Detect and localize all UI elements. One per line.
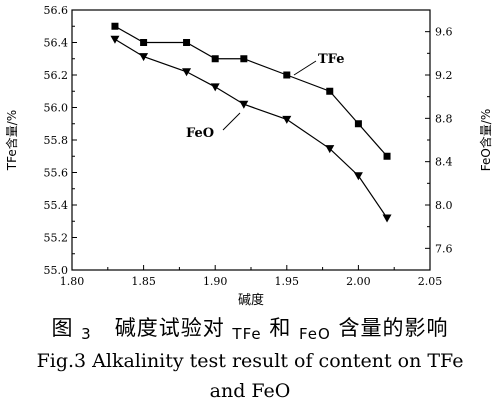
x-tick-label: 1.85 xyxy=(131,275,156,288)
dual-axis-line-chart: 1.80 1.85 1.90 1.95 2.00 2.05 55.0 55.2 55.4 55.6… xyxy=(4,4,493,308)
caption-text-part2: 含量的影响 xyxy=(338,316,449,340)
data-point-feo xyxy=(182,68,192,77)
y-left-tick-label: 56.2 xyxy=(44,69,69,82)
y-right-tick-label: 9.2 xyxy=(435,69,453,82)
figure-caption-chinese: 图 3 碱度试验对 TFe 和 FeO 含量的影响 xyxy=(0,312,500,343)
data-point-tfe xyxy=(240,55,248,63)
data-point-feo xyxy=(325,145,335,154)
y-right-tick-label: 9.6 xyxy=(435,26,453,39)
y-right-tick-label: 7.6 xyxy=(435,242,453,255)
axes-group: 1.80 1.85 1.90 1.95 2.00 2.05 55.0 55.2 55.4 55.6… xyxy=(44,4,453,288)
x-tick-label: 1.95 xyxy=(275,275,300,288)
data-point-tfe xyxy=(111,22,119,30)
x-tick-label: 2.05 xyxy=(418,275,443,288)
x-tick-label: 1.90 xyxy=(203,275,228,288)
y-right-tick-label: 8.4 xyxy=(435,156,453,169)
series-line-feo xyxy=(114,38,388,219)
y-left-tick-label: 55.0 xyxy=(44,264,69,277)
y-right-tick-label: 8.8 xyxy=(435,112,453,125)
series-line-tfe xyxy=(114,25,388,157)
caption-fig-prefix: 图 xyxy=(51,316,74,340)
data-point-tfe xyxy=(283,71,291,79)
y-axis-right-label: FeO含量/% xyxy=(478,109,493,172)
data-point-tfe xyxy=(183,39,191,46)
caption-text-part1: 碱度试验对 xyxy=(114,316,225,340)
data-point-feo xyxy=(210,83,220,92)
y-left-tick-label: 55.2 xyxy=(44,232,69,245)
data-point-tfe xyxy=(354,120,362,128)
series-label-feo-leader xyxy=(222,112,241,131)
y-axis-left-label: TFe含量/% xyxy=(4,110,19,171)
data-point-feo xyxy=(282,115,292,124)
data-point-feo xyxy=(110,35,120,44)
caption-fig-number: 3 xyxy=(81,325,92,343)
series-label-tfe-leader xyxy=(293,60,317,76)
y-left-tick-label: 56.6 xyxy=(44,4,69,17)
data-point-feo xyxy=(353,172,363,181)
caption-feo: FeO xyxy=(299,325,331,343)
data-point-tfe xyxy=(383,152,391,160)
series-group xyxy=(110,22,392,223)
data-point-feo xyxy=(382,214,392,223)
y-left-tick-label: 55.6 xyxy=(44,167,69,180)
x-axis-label: 碱度 xyxy=(238,292,264,308)
figure-caption-english-line2: and FeO xyxy=(209,380,291,402)
x-tick-label: 1.80 xyxy=(60,275,85,288)
y-right-tick-label: 8.0 xyxy=(435,199,453,212)
y-left-tick-label: 55.8 xyxy=(44,134,69,147)
data-point-tfe xyxy=(140,39,148,46)
series-label-feo: FeO xyxy=(186,126,214,141)
figure-caption-english-line1: Fig.3 Alkalinity test result of content … xyxy=(36,350,464,372)
y-left-tick-label: 55.4 xyxy=(44,199,69,212)
series-label-tfe: TFe xyxy=(318,52,344,67)
data-point-feo xyxy=(139,53,149,62)
y-left-tick-label: 56.4 xyxy=(44,37,69,50)
data-point-feo xyxy=(239,100,249,109)
caption-tfe: TFe xyxy=(232,325,262,343)
x-tick-label: 2.00 xyxy=(346,275,371,288)
caption-and: 和 xyxy=(269,316,292,340)
y-left-tick-label: 56.0 xyxy=(44,102,69,115)
data-point-tfe xyxy=(326,87,334,95)
plot-frame xyxy=(71,9,431,271)
data-point-tfe xyxy=(211,55,219,63)
